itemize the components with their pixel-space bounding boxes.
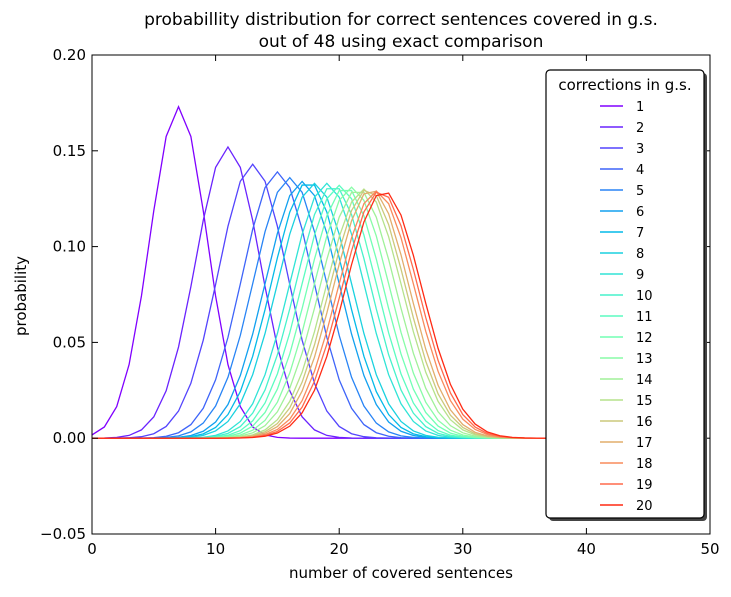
- legend-label-7: 7: [636, 226, 644, 241]
- legend-label-8: 8: [636, 247, 644, 262]
- x-tick-label: 20: [330, 540, 349, 558]
- x-tick-label: 0: [87, 540, 97, 558]
- legend-label-19: 19: [636, 478, 653, 493]
- legend-label-13: 13: [636, 352, 653, 367]
- y-tick-label: 0.10: [53, 238, 86, 256]
- legend-label-3: 3: [636, 142, 644, 157]
- legend-label-11: 11: [636, 310, 653, 325]
- legend-label-20: 20: [636, 499, 653, 514]
- legend-label-6: 6: [636, 205, 644, 220]
- y-tick-label: 0.00: [53, 429, 86, 447]
- legend-label-17: 17: [636, 436, 653, 451]
- chart-title: probabillity distribution for correct se…: [144, 10, 658, 30]
- legend-label-2: 2: [636, 121, 644, 136]
- legend-label-4: 4: [636, 163, 644, 178]
- x-tick-label: 10: [206, 540, 225, 558]
- chart-subtitle: out of 48 using exact comparison: [259, 32, 544, 52]
- legend-label-16: 16: [636, 415, 653, 430]
- legend-label-5: 5: [636, 184, 644, 199]
- legend-label-18: 18: [636, 457, 653, 472]
- legend-label-14: 14: [636, 373, 653, 388]
- x-axis-label: number of covered sentences: [289, 564, 513, 582]
- x-tick-label: 30: [453, 540, 472, 558]
- legend-box: [545, 69, 705, 519]
- x-tick-label: 40: [577, 540, 596, 558]
- legend-label-1: 1: [636, 100, 644, 115]
- legend-label-9: 9: [636, 268, 644, 283]
- legend: corrections in g.s.123456789101112131415…: [545, 69, 707, 521]
- y-tick-label: −0.05: [40, 525, 86, 543]
- y-axis-label: probability: [12, 256, 30, 336]
- legend-label-15: 15: [636, 394, 653, 409]
- x-tick-label: 50: [700, 540, 719, 558]
- y-tick-label: 0.05: [53, 333, 86, 351]
- y-tick-label: 0.15: [53, 142, 86, 160]
- plot-frame: [91, 54, 711, 535]
- axes-layer: 0 10 20 30 40 50 −0.05 0.00 0.05 0.10 0.15 0.20: [40, 46, 720, 558]
- y-tick-label: 0.20: [53, 46, 86, 64]
- legend-title: corrections in g.s.: [558, 76, 691, 94]
- legend-label-12: 12: [636, 331, 653, 346]
- legend-label-10: 10: [636, 289, 653, 304]
